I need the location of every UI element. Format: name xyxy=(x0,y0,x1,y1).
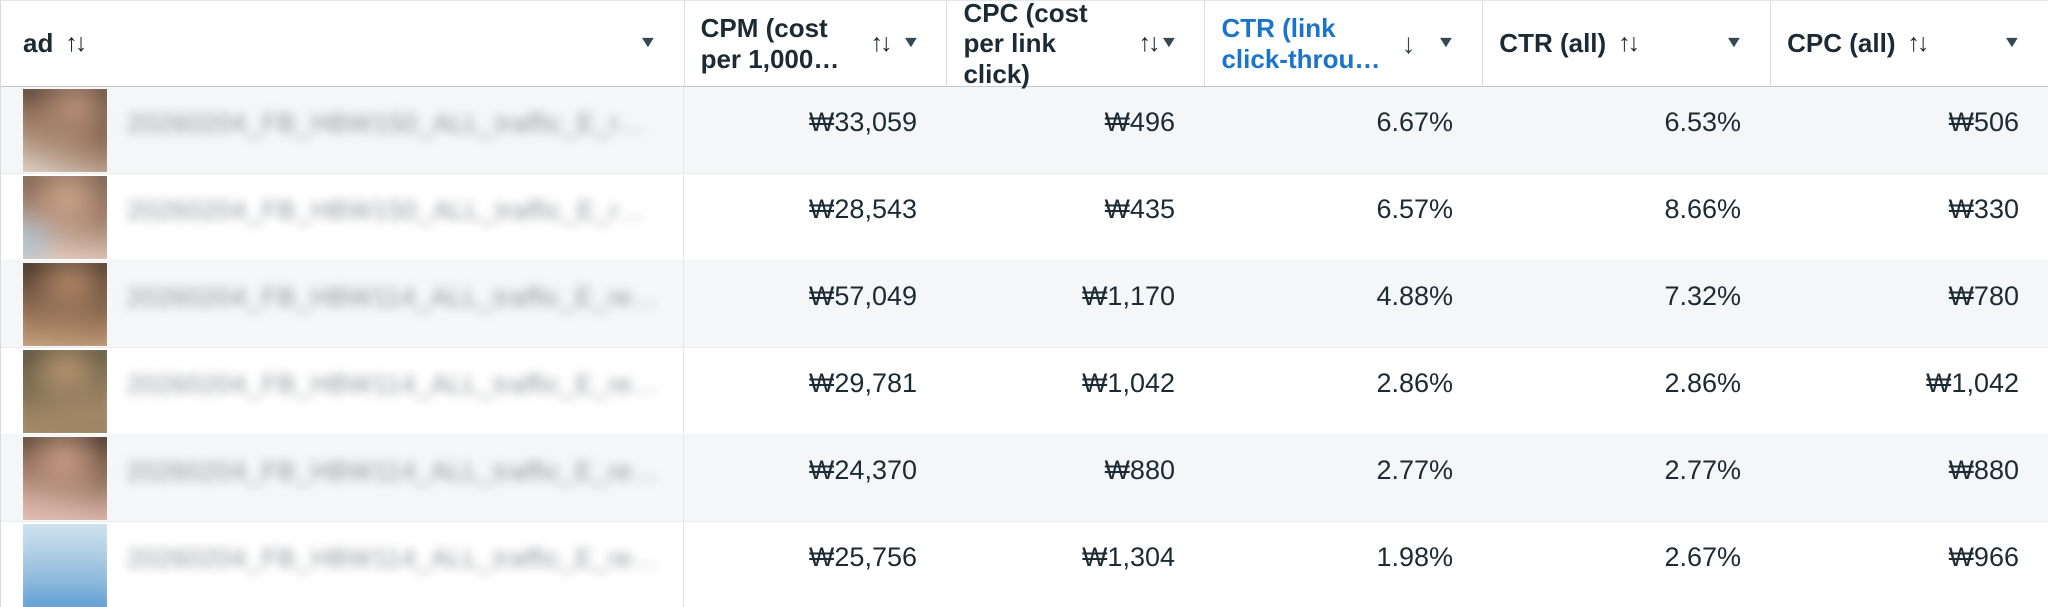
column-label-cpm: CPM (cost per 1,000… xyxy=(700,12,840,74)
ctr-all-value: 2.67% xyxy=(1664,542,1741,572)
ctr-link-value: 1.98% xyxy=(1376,542,1453,572)
cpc-all-value: ₩330 xyxy=(1948,194,2019,224)
cpc-value: ₩1,304 xyxy=(1081,542,1175,572)
ad-name-cell[interactable]: 20260204_FB_HBW150_ALL_traffic_E_r… xyxy=(1,174,684,260)
cpc-value: ₩435 xyxy=(1104,194,1175,224)
ad-name-blurred: 20260204_FB_HBW150_ALL_traffic_E_r… xyxy=(127,195,646,225)
column-header-ctr-link[interactable]: CTR (link click-throu… ↓ ▼ xyxy=(1204,1,1482,86)
column-label-ctr-all: CTR (all) xyxy=(1499,28,1607,59)
column-header-cpc-all[interactable]: CPC (all) ↑↓ ▼ xyxy=(1770,1,2048,86)
column-header-ad[interactable]: ad ↑↓ ▼ xyxy=(1,1,684,86)
sort-updown-icon[interactable]: ↑↓ xyxy=(1138,28,1161,57)
table-row: 20260204_FB_HBW150_ALL_traffic_E_r… ₩33,… xyxy=(1,87,2048,174)
cpm-value: ₩33,059 xyxy=(808,107,917,137)
chevron-down-icon[interactable]: ▼ xyxy=(1158,34,1179,52)
ad-thumbnail xyxy=(23,524,107,607)
ad-name-cell[interactable]: 20260204_FB_HBW114_ALL_traffic_E_re… xyxy=(1,261,684,347)
table-row: 20260204_FB_HBW114_ALL_traffic_E_re… ₩25… xyxy=(1,522,2048,607)
ctr-link-value: 4.88% xyxy=(1376,281,1453,311)
cpc-all-value: ₩880 xyxy=(1948,455,2019,485)
column-header-cpm[interactable]: CPM (cost per 1,000… ↑↓ ▼ xyxy=(683,1,947,86)
cpc-value: ₩496 xyxy=(1104,107,1175,137)
ad-name-cell[interactable]: 20260204_FB_HBW150_ALL_traffic_E_r… xyxy=(1,87,684,173)
table-row: 20260204_FB_HBW114_ALL_traffic_E_re… ₩57… xyxy=(1,261,2048,348)
ad-name-cell[interactable]: 20260204_FB_HBW114_ALL_traffic_E_re… xyxy=(1,522,684,607)
cpc-value: ₩1,170 xyxy=(1081,281,1175,311)
ctr-link-value: 6.57% xyxy=(1376,194,1453,224)
column-header-ctr-all[interactable]: CTR (all) ↑↓ ▼ xyxy=(1482,1,1770,86)
ctr-link-value: 2.77% xyxy=(1376,455,1453,485)
sort-updown-icon[interactable]: ↑↓ xyxy=(1907,28,1929,57)
table-row: 20260204_FB_HBW114_ALL_traffic_E_re… ₩24… xyxy=(1,435,2048,522)
cpc-all-value: ₩966 xyxy=(1948,542,2019,572)
table-row: 20260204_FB_HBW114_ALL_traffic_E_re… ₩29… xyxy=(1,348,2048,435)
column-label-cpc-all: CPC (all) xyxy=(1787,28,1896,59)
column-label-cpc: CPC (cost per link click) xyxy=(963,0,1088,89)
ad-thumbnail xyxy=(23,437,107,520)
sort-descending-icon[interactable]: ↓ xyxy=(1401,27,1416,59)
ad-thumbnail xyxy=(23,263,107,346)
ad-name-blurred: 20260204_FB_HBW114_ALL_traffic_E_re… xyxy=(127,456,659,486)
chevron-down-icon[interactable]: ▼ xyxy=(900,34,921,52)
chevron-down-icon[interactable]: ▼ xyxy=(1436,34,1457,52)
chevron-down-icon[interactable]: ▼ xyxy=(1724,34,1745,52)
cpc-value: ₩1,042 xyxy=(1081,368,1175,398)
ctr-all-value: 2.86% xyxy=(1664,368,1741,398)
ad-thumbnail xyxy=(23,89,107,172)
ctr-link-value: 2.86% xyxy=(1376,368,1453,398)
ctr-all-value: 6.53% xyxy=(1664,107,1741,137)
column-header-cpc[interactable]: CPC (cost per link click) ↑↓ ▼ xyxy=(946,1,1204,89)
cpc-all-value: ₩1,042 xyxy=(1925,368,2019,398)
ad-name-blurred: 20260204_FB_HBW114_ALL_traffic_E_re… xyxy=(127,369,659,399)
ad-name-blurred: 20260204_FB_HBW114_ALL_traffic_E_re… xyxy=(127,543,659,573)
ctr-all-value: 2.77% xyxy=(1664,455,1741,485)
cpc-all-value: ₩506 xyxy=(1948,107,2019,137)
chevron-down-icon[interactable]: ▼ xyxy=(637,34,658,52)
table-header-row: ad ↑↓ ▼ CPM (cost per 1,000… ↑↓ ▼ CPC (c… xyxy=(1,1,2048,89)
ctr-all-value: 8.66% xyxy=(1664,194,1741,224)
ad-thumbnail xyxy=(23,350,107,433)
column-label-ctr-link: CTR (link click-throu… xyxy=(1221,12,1381,74)
cpm-value: ₩25,756 xyxy=(808,542,917,572)
ad-name-cell[interactable]: 20260204_FB_HBW114_ALL_traffic_E_re… xyxy=(1,435,684,521)
chevron-down-icon[interactable]: ▼ xyxy=(2002,34,2022,52)
ctr-link-value: 6.67% xyxy=(1376,107,1453,137)
sort-updown-icon[interactable]: ↑↓ xyxy=(1618,28,1640,57)
table-row: 20260204_FB_HBW150_ALL_traffic_E_r… ₩28,… xyxy=(1,174,2048,261)
ad-name-blurred: 20260204_FB_HBW150_ALL_traffic_E_r… xyxy=(127,108,646,138)
column-label-ad: ad xyxy=(23,28,54,59)
cpm-value: ₩57,049 xyxy=(808,281,917,311)
cpm-value: ₩28,543 xyxy=(808,194,917,224)
sort-updown-icon[interactable]: ↑↓ xyxy=(870,28,893,57)
sort-updown-icon[interactable]: ↑↓ xyxy=(65,28,87,57)
cpm-value: ₩29,781 xyxy=(808,368,917,398)
ctr-all-value: 7.32% xyxy=(1664,281,1741,311)
ad-name-cell[interactable]: 20260204_FB_HBW114_ALL_traffic_E_re… xyxy=(1,348,684,434)
ad-thumbnail xyxy=(23,176,107,259)
cpm-value: ₩24,370 xyxy=(808,455,917,485)
ad-name-blurred: 20260204_FB_HBW114_ALL_traffic_E_re… xyxy=(127,282,659,312)
cpc-value: ₩880 xyxy=(1104,455,1175,485)
cpc-all-value: ₩780 xyxy=(1948,281,2019,311)
